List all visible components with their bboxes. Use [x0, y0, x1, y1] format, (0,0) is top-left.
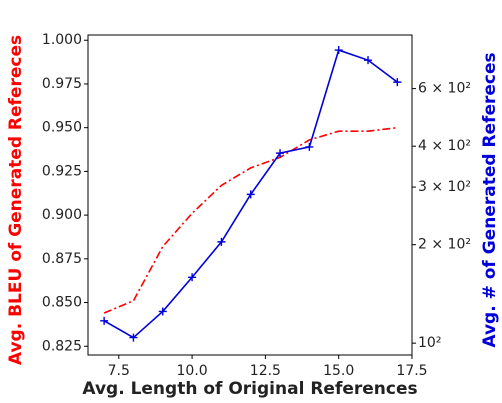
y-tick-label: 0.975 — [42, 76, 82, 92]
point-marker — [305, 142, 314, 151]
x-tick-label: 7.5 — [108, 363, 130, 379]
point-marker — [393, 78, 402, 87]
y-axis-label: Avg. BLEU of Generated Refereces — [6, 35, 26, 365]
x-tick-label: 12.5 — [250, 363, 281, 379]
point-marker — [276, 149, 285, 158]
y-tick-label: 0.925 — [42, 163, 82, 179]
point-marker — [100, 316, 109, 325]
y2-tick-label: 6 × 10² — [418, 81, 471, 97]
y2-tick-label: 3 × 10² — [418, 179, 471, 195]
point-marker — [158, 307, 167, 316]
point-marker — [129, 333, 138, 342]
x-tick-label: 10.0 — [177, 363, 208, 379]
y2-tick-label: 2 × 10² — [418, 237, 471, 253]
y2-axis-label: Avg. # of Generated Refereces — [480, 52, 500, 347]
series-line — [103, 126, 398, 314]
y-tick-label: 0.950 — [42, 120, 82, 136]
point-marker — [217, 237, 226, 246]
point-marker — [246, 190, 255, 199]
point-marker — [188, 273, 197, 282]
y-tick-label: 0.850 — [42, 295, 82, 311]
y2-tick-label: 4 × 10² — [418, 138, 471, 154]
y-tick-label: 0.900 — [42, 207, 82, 223]
x-tick-label: 17.5 — [396, 363, 427, 379]
y-tick-label: 0.875 — [42, 251, 82, 267]
x-tick-label: 15.0 — [323, 363, 354, 379]
plot-frame — [87, 34, 413, 356]
x-axis-label: Avg. Length of Original References — [82, 379, 417, 399]
y-tick-label: 0.825 — [42, 338, 82, 354]
point-marker — [364, 56, 373, 65]
y2-tick-label: 10² — [418, 335, 441, 351]
point-marker — [334, 46, 343, 55]
y-tick-label: 1.000 — [42, 32, 82, 48]
